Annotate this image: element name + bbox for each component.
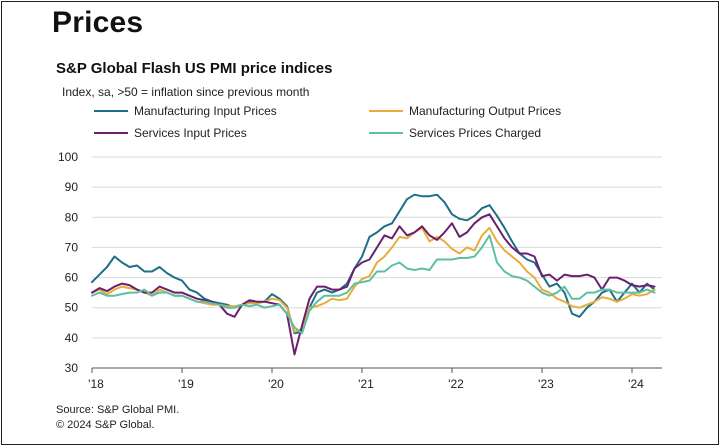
legend-label-manufacturing-input: Manufacturing Input Prices — [134, 104, 277, 118]
legend-item-services-input: Services Input Prices — [94, 126, 247, 140]
series-line-services-input — [91, 213, 656, 356]
page-heading: Prices — [52, 6, 144, 39]
series-line-services-charged — [91, 234, 656, 335]
legend-item-services-charged: Services Prices Charged — [369, 126, 541, 140]
y-tick-label: 40 — [65, 331, 79, 345]
y-tick-label: 30 — [65, 361, 79, 375]
x-tick-label: '21 — [358, 377, 374, 391]
copyright-line: © 2024 S&P Global. — [56, 419, 155, 431]
y-tick-label: 80 — [65, 210, 79, 224]
x-tick-label: '20 — [268, 377, 284, 391]
legend-item-manufacturing-output: Manufacturing Output Prices — [369, 104, 561, 118]
legend-swatch-manufacturing-output — [369, 110, 403, 112]
series-line-manufacturing-output — [91, 226, 656, 333]
chart-title: S&P Global Flash US PMI price indices — [56, 60, 333, 77]
legend-swatch-services-input — [94, 132, 128, 134]
line-chart: 30 40 50 60 70 80 90 100 '18 '19 '20 '21 '22 '23 '24 — [58, 150, 662, 391]
y-tick-label: 50 — [65, 301, 79, 315]
series-line-manufacturing-input — [91, 193, 656, 335]
chart-subtitle: Index, sa, >50 = inflation since previou… — [62, 85, 310, 99]
legend-swatch-services-charged — [369, 132, 403, 134]
x-tick-label: '19 — [178, 377, 194, 391]
x-tick-label: '23 — [538, 377, 554, 391]
legend-label-services-input: Services Input Prices — [134, 126, 247, 140]
legend-label-manufacturing-output: Manufacturing Output Prices — [409, 104, 562, 118]
legend-item-manufacturing-input: Manufacturing Input Prices — [94, 104, 277, 118]
chart-legend: Manufacturing Input Prices Manufacturing… — [2, 102, 720, 146]
source-note: Source: S&P Global PMI. © 2024 S&P Globa… — [56, 403, 179, 433]
y-tick-label: 100 — [58, 150, 78, 164]
y-tick-label: 90 — [65, 180, 79, 194]
y-tick-label: 60 — [65, 271, 79, 285]
legend-label-services-charged: Services Prices Charged — [409, 126, 542, 140]
legend-swatch-manufacturing-input — [94, 110, 128, 112]
x-tick-label: '18 — [88, 377, 104, 391]
source-line: Source: S&P Global PMI. — [56, 404, 180, 416]
x-tick-label: '24 — [628, 377, 644, 391]
y-tick-label: 70 — [65, 240, 79, 254]
x-tick-label: '22 — [448, 377, 464, 391]
